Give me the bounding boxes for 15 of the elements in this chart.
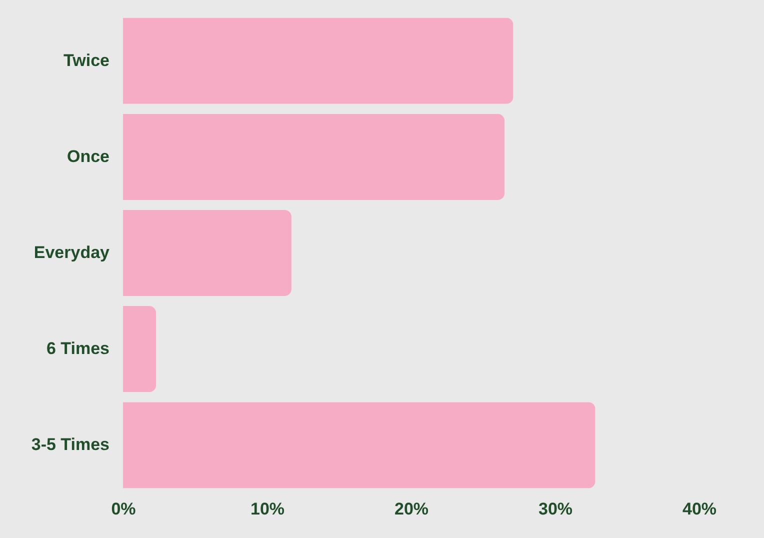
y-tick-label: 3-5 Times: [31, 435, 110, 454]
bar: [123, 402, 596, 488]
bar: [123, 306, 156, 392]
bar: [123, 18, 514, 104]
x-tick-label: 40%: [682, 500, 717, 518]
y-tick-label: Once: [66, 146, 110, 166]
bar: [123, 210, 292, 296]
x-tick-label: 30%: [538, 500, 573, 518]
x-tick-label: 0%: [111, 500, 136, 518]
bar: [123, 114, 505, 200]
y-tick-label: Everyday: [34, 243, 110, 262]
y-tick-label: 6 Times: [46, 339, 110, 358]
x-tick-label: 10%: [250, 500, 285, 518]
x-tick-label: 20%: [394, 500, 429, 518]
y-tick-label: Twice: [64, 50, 110, 70]
